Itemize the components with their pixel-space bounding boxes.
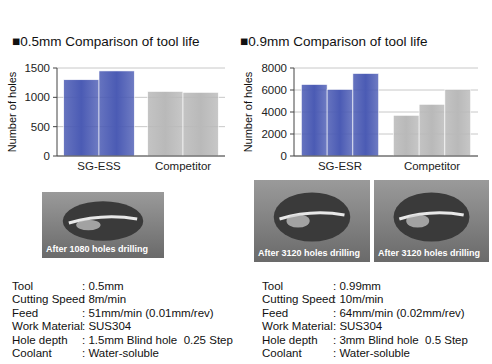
spec-value: : 51mm/min (0.01mm/rev) [82, 307, 214, 319]
y-axis [294, 68, 295, 156]
spec-table: Tool : 0.99mmCutting Speed: 10m/min Feed : … [262, 280, 468, 359]
drill-tip [63, 201, 144, 241]
drill-tip [394, 192, 470, 241]
drill-tip [274, 192, 351, 241]
chart: ■0.9mm Comparison of tool life Number of … [240, 34, 478, 172]
spec-key: Cutting Speed [262, 293, 335, 305]
spec-key: Feed [12, 307, 38, 319]
bar [99, 71, 134, 156]
spec-key: Work Material [12, 320, 83, 332]
chart-title: ■0.9mm Comparison of tool life [240, 34, 427, 49]
y-axis-label: Number of holes [242, 71, 254, 152]
bars [64, 71, 219, 156]
spec-key: Tool [12, 280, 33, 292]
spec-key: Feed [262, 307, 288, 319]
spec-key: Hole depth [262, 334, 318, 346]
bars [301, 74, 470, 157]
photo: After 3120 holes drilling [374, 180, 489, 262]
photo-background [254, 180, 370, 262]
spec-key: Coolant [12, 347, 52, 359]
tick-mark [290, 112, 294, 113]
spec-value: : SUS304 [333, 320, 383, 332]
photo-caption: After 3120 holes drilling [258, 248, 360, 258]
tick-mark [290, 68, 294, 69]
group-label: SG-ESR [318, 160, 362, 172]
y-axis-label: Number of holes [6, 71, 18, 152]
y-tick-label: 1000 [24, 91, 50, 103]
tick-mark [53, 68, 57, 69]
bar [183, 92, 218, 156]
spec-key: Work Material [262, 320, 333, 332]
y-tick-label: 8000 [261, 62, 287, 74]
spec-key: Tool [262, 280, 283, 292]
bar [327, 89, 353, 156]
bar [301, 85, 327, 157]
y-tick-label: 500 [31, 121, 50, 133]
y-tick-label: 4000 [261, 106, 287, 118]
tick-mark [53, 126, 57, 127]
group-label: Competitor [155, 160, 211, 172]
y-tick-label: 0 [44, 150, 50, 162]
bar [148, 91, 183, 156]
y-tick-label: 2000 [261, 128, 287, 140]
spec-value: : 64mm/min (0.02mm/rev) [333, 307, 465, 319]
spec-value: : Water-soluble [333, 347, 410, 359]
wear-mark [406, 214, 429, 227]
photo-background [374, 180, 489, 262]
x-axis [294, 156, 478, 157]
grid-line [57, 68, 225, 69]
group-label: SG-ESS [77, 160, 121, 172]
y-tick-label: 1500 [24, 62, 50, 74]
spec-value: : 0.5mm [82, 280, 124, 292]
tick-mark [53, 156, 57, 157]
spec-value: : 8m/min [82, 293, 126, 305]
tick-mark [290, 134, 294, 135]
bar [393, 115, 419, 156]
chart: ■0.5mm Comparison of tool life Number of … [6, 34, 225, 172]
spec-value: : Water-soluble [82, 347, 159, 359]
spec-value: : 10m/min [333, 293, 384, 305]
photo: After 1080 holes drilling [42, 192, 164, 258]
bar [419, 104, 445, 156]
tick-mark [290, 156, 294, 157]
photo-caption: After 3120 holes drilling [378, 248, 480, 258]
figure: ■0.5mm Comparison of tool life Number of … [0, 0, 492, 364]
bar [353, 74, 379, 157]
y-tick-label: 0 [281, 150, 287, 162]
spec-value: : SUS304 [82, 320, 132, 332]
spec-table: Tool : 0.5mmCutting Speed: 8m/min Feed : 51… [12, 280, 233, 359]
spec-value: : 3mm Blind hole 0.5 Step [333, 334, 468, 346]
grid-line [294, 156, 478, 157]
bar [64, 80, 99, 156]
tick-mark [290, 90, 294, 91]
x-axis [57, 156, 225, 157]
spec-value: : 1.5mm Blind hole 0.25 Step [82, 334, 233, 346]
bar [445, 89, 471, 156]
grid-line [294, 68, 478, 69]
y-axis [57, 68, 58, 156]
wear-mark [286, 214, 309, 227]
grid-line [57, 156, 225, 157]
photo-caption: After 1080 holes drilling [46, 244, 148, 254]
photo: After 3120 holes drilling [254, 180, 370, 262]
spec-value: : 0.99mm [333, 280, 381, 292]
wear-mark [76, 220, 100, 231]
photo-background [42, 192, 164, 258]
chart-title: ■0.5mm Comparison of tool life [12, 34, 199, 49]
spec-key: Coolant [262, 347, 302, 359]
spec-key: Cutting Speed [12, 293, 85, 305]
spec-key: Hole depth [12, 334, 68, 346]
y-tick-label: 6000 [261, 84, 287, 96]
group-label: Competitor [404, 160, 460, 172]
tick-mark [53, 97, 57, 98]
